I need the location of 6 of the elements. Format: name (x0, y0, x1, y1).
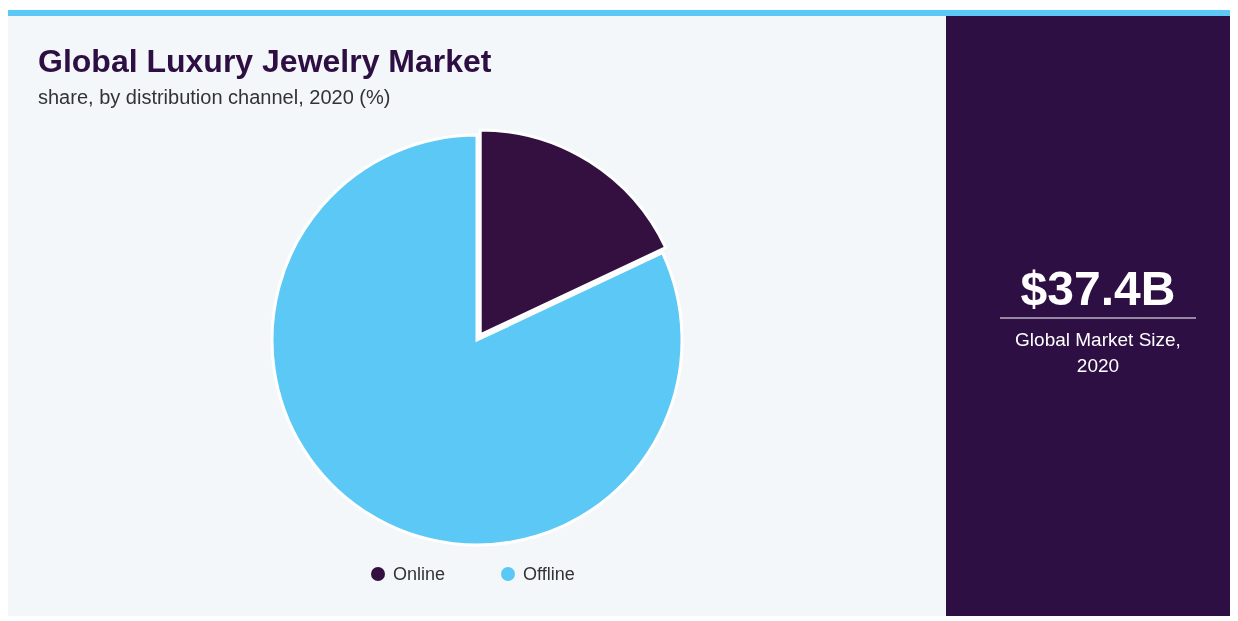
text: Global Market Size, 2020 (1015, 329, 1181, 376)
legend-label: Online (393, 564, 446, 584)
chart-title: Global Luxury Jewelry Market (38, 43, 492, 79)
legend-label: Offline (523, 564, 575, 584)
text: $37.4B (1020, 262, 1176, 315)
chart-subtitle: share, by distribution channel, 2020 (%) (38, 86, 391, 108)
